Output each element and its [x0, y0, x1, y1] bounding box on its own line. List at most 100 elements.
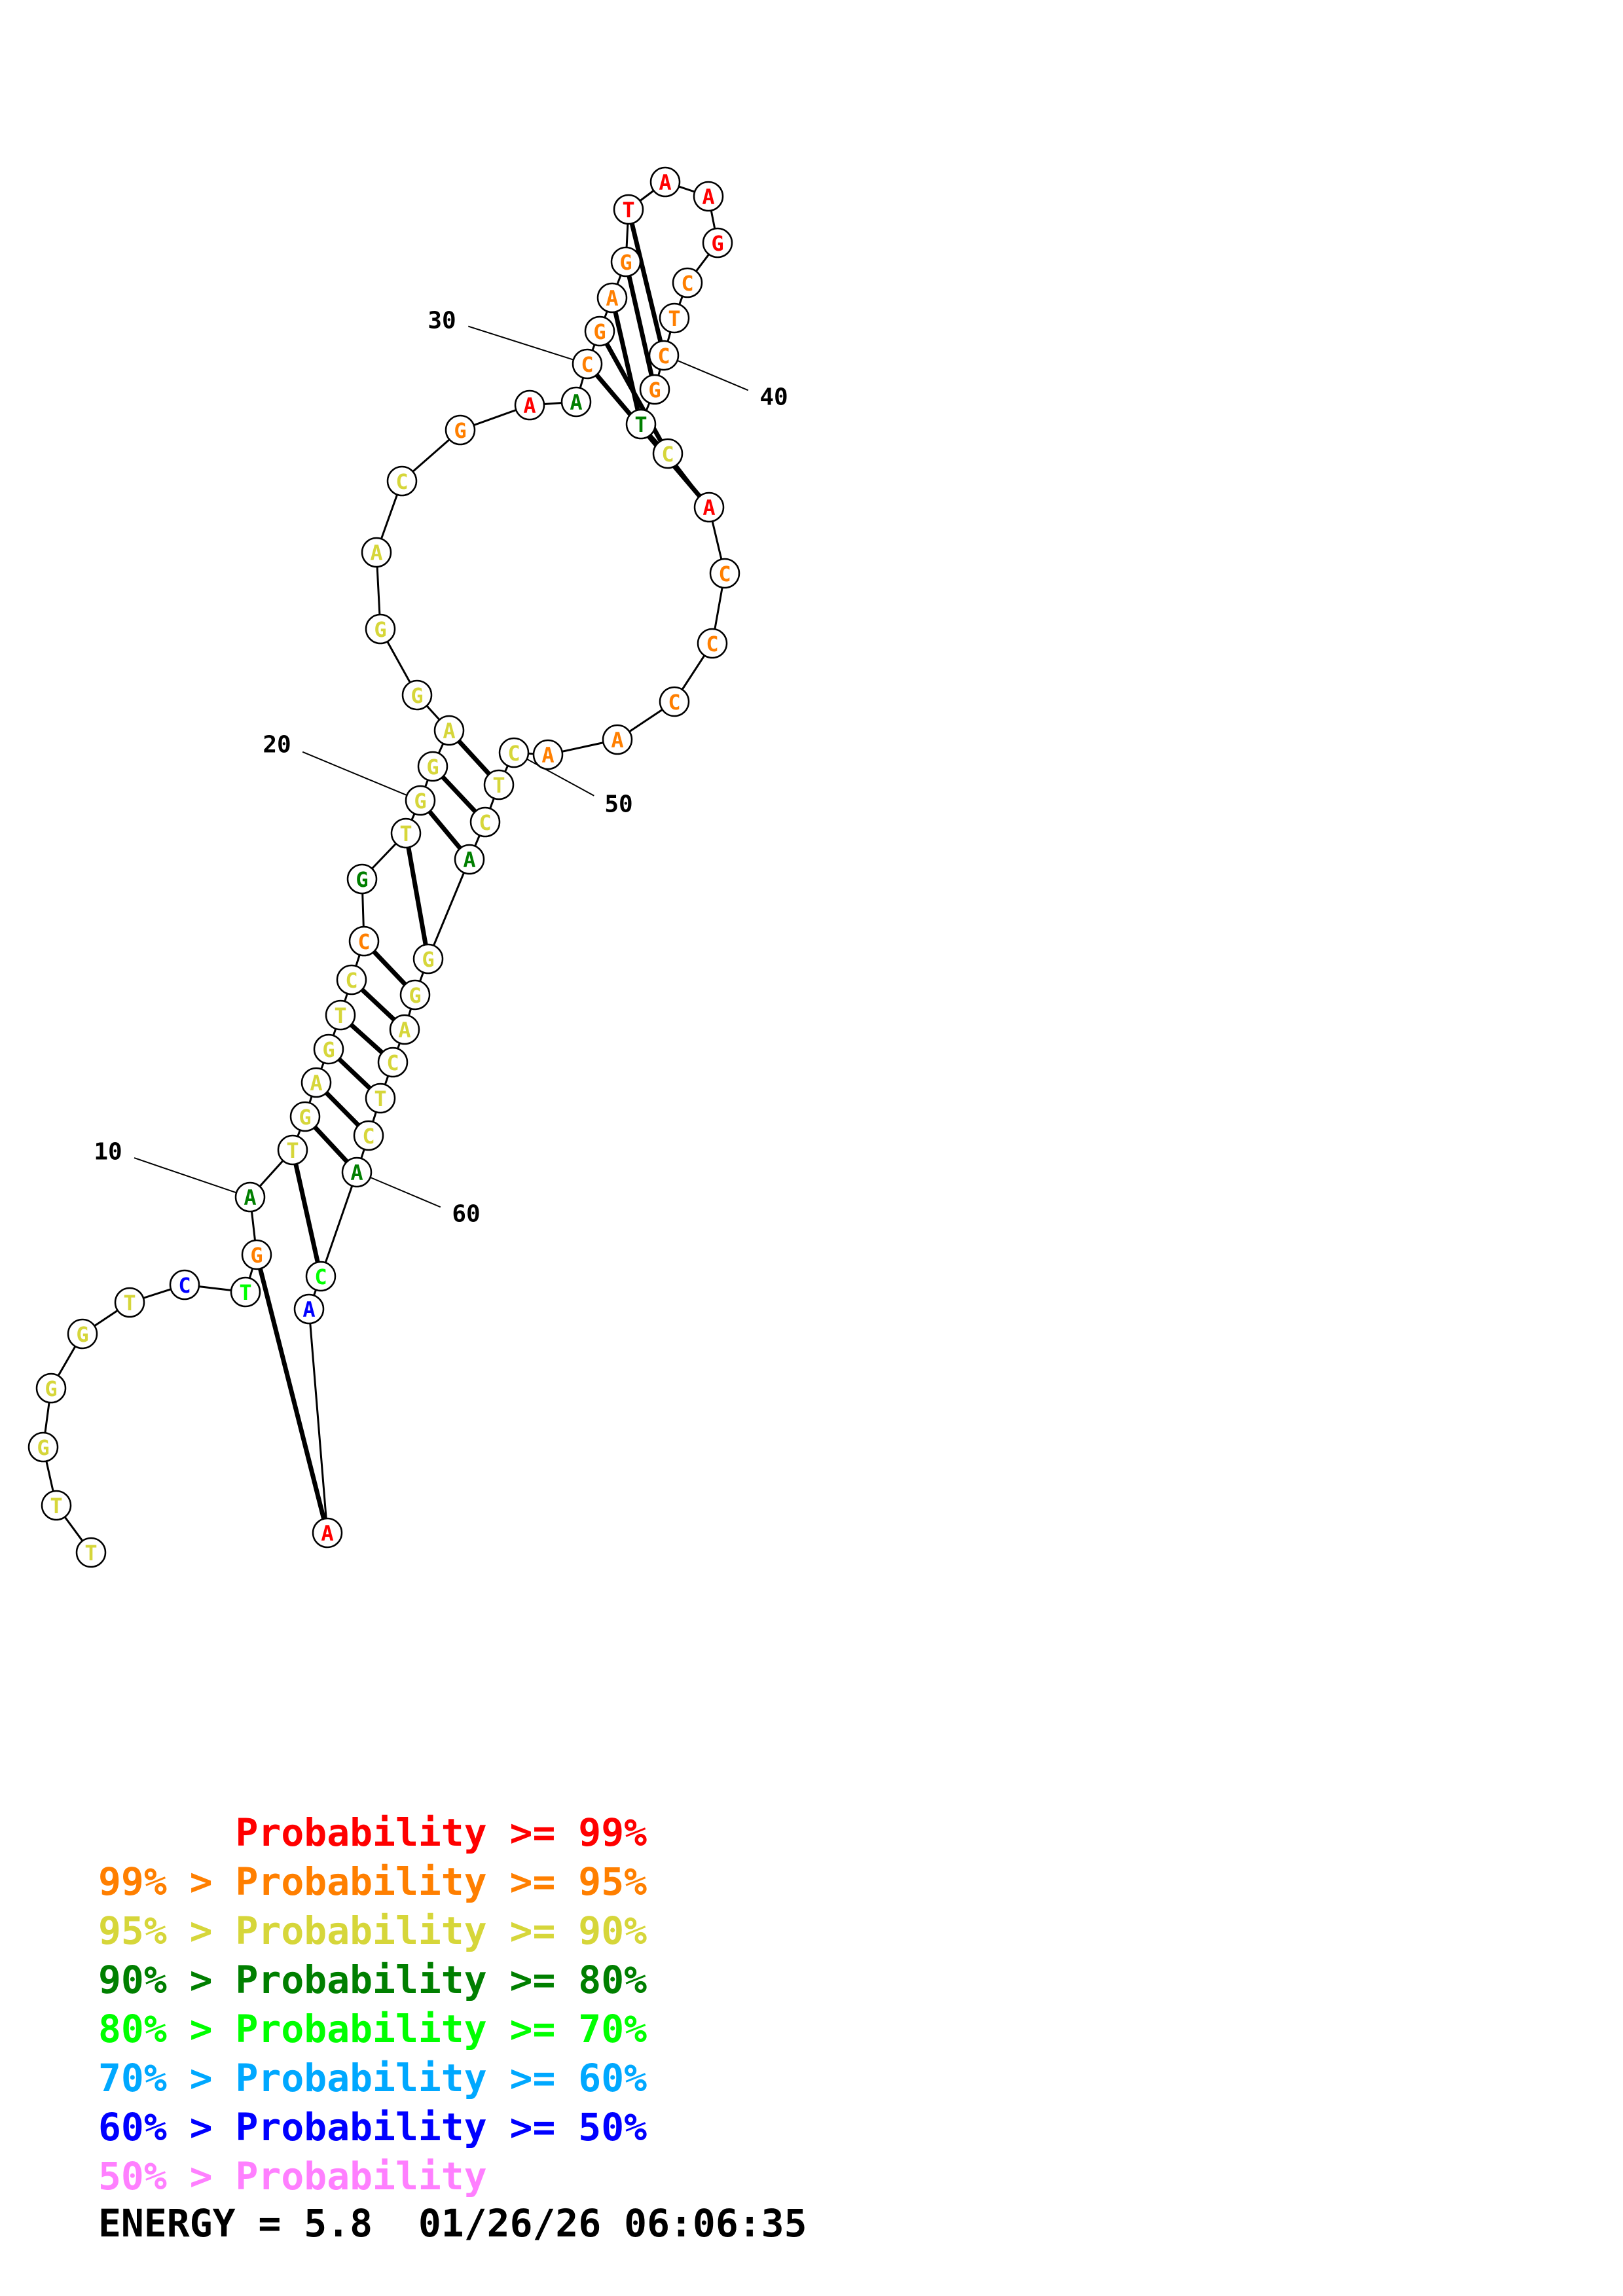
- legend-entry: 99% > Probability >= 95%: [98, 1863, 647, 1901]
- nucleotide-34: T: [613, 194, 644, 225]
- nucleotide-10: A: [234, 1181, 266, 1213]
- nucleotide-circle: [412, 943, 444, 975]
- nucleotide-49: A: [532, 739, 564, 770]
- nucleotide-letter: T: [334, 1003, 346, 1028]
- nucleotide-letter: C: [718, 562, 731, 586]
- nucleotide-letter: A: [570, 390, 582, 415]
- nucleotide-letter: T: [123, 1291, 136, 1316]
- nucleotide-circle: [572, 348, 603, 380]
- nucleotide-circle: [697, 628, 728, 659]
- base-pair-bond: [293, 1163, 320, 1263]
- nucleotide-circle: [709, 558, 740, 589]
- base-pair-bond: [428, 810, 462, 850]
- nucleotide-circle: [610, 246, 642, 278]
- nucleotide-letter: C: [706, 632, 718, 656]
- nucleotide-letter: A: [606, 286, 618, 311]
- nucleotide-letter: T: [399, 821, 412, 846]
- nucleotide-letter: T: [374, 1086, 386, 1111]
- nucleotide-circle: [361, 537, 392, 568]
- nucleotide-circle: [346, 863, 378, 895]
- nucleotide-48: A: [602, 724, 633, 755]
- base-pair-bond: [627, 275, 654, 376]
- nucleotide-41: G: [639, 374, 670, 405]
- nucleotide-letter: C: [657, 344, 670, 368]
- nucleotide-letter: C: [314, 1265, 327, 1289]
- nucleotide-letter: A: [611, 728, 623, 753]
- nucleotide-circle: [469, 806, 501, 838]
- nucleotide-letter: A: [702, 495, 715, 520]
- base-pair-bond: [258, 1268, 326, 1520]
- base-pair-bond: [313, 1125, 349, 1164]
- nucleotide-14: G: [313, 1033, 344, 1065]
- nucleotide-letter: G: [426, 755, 439, 780]
- nucleotide-55: G: [399, 979, 431, 1011]
- nucleotide-51: T: [483, 769, 515, 800]
- nucleotide-letter: G: [299, 1105, 311, 1130]
- nucleotide-19: T: [390, 817, 422, 849]
- nucleotide-46: C: [697, 628, 728, 659]
- nucleotide-30: C: [572, 348, 603, 380]
- legend-prefix: 60% >: [98, 2105, 236, 2149]
- nucleotide-36: A: [693, 181, 724, 212]
- nucleotide-circle: [532, 739, 564, 770]
- nucleotide-letter: A: [443, 719, 455, 744]
- position-label-layer: 10 20 30 40 50 60: [94, 308, 788, 1228]
- nucleotide-circle: [277, 1134, 308, 1166]
- nucleotide-letter: C: [507, 741, 520, 766]
- nucleotide-letter: C: [357, 929, 370, 954]
- legend-prefix: 70% >: [98, 2056, 236, 2100]
- base-pair-bond: [613, 311, 640, 411]
- nucleotide-letter: C: [668, 690, 680, 715]
- nucleotide-circle: [67, 1318, 98, 1350]
- legend-label: Probability >= 70%: [235, 2007, 647, 2051]
- nucleotide-20: G: [405, 785, 436, 816]
- nucleotide-letter: A: [350, 1160, 363, 1185]
- nucleotide-circle: [325, 999, 356, 1031]
- nucleotide-circle: [514, 389, 545, 421]
- position-label-30: 30: [428, 308, 456, 334]
- nucleotide-letter: G: [37, 1435, 49, 1460]
- nucleotide-52: C: [469, 806, 501, 838]
- nucleotide-60: A: [341, 1157, 373, 1188]
- nucleotide-44: A: [693, 492, 725, 523]
- nucleotide-28: A: [514, 389, 545, 421]
- nucleotide-letter: T: [239, 1280, 251, 1305]
- nucleotide-letter: A: [302, 1297, 315, 1322]
- nucleotide-2: T: [41, 1490, 72, 1521]
- legend-label: Probability: [235, 2154, 487, 2198]
- nucleotide-letter: C: [681, 271, 693, 296]
- nucleotide-63: A: [312, 1517, 343, 1549]
- legend-prefix: 90% >: [98, 1958, 236, 2002]
- nucleotide-4: G: [35, 1372, 67, 1404]
- position-label-60: 60: [452, 1201, 480, 1228]
- nucleotide-circle: [386, 465, 418, 497]
- nucleotide-letter: G: [454, 418, 466, 443]
- nucleotide-circle: [399, 979, 431, 1011]
- nucleotide-letter: G: [45, 1376, 57, 1401]
- nucleotide-33: G: [610, 246, 642, 278]
- nucleotide-circle: [35, 1372, 67, 1404]
- nucleotide-circle: [652, 438, 684, 469]
- nucleotide-circle: [498, 737, 530, 768]
- nucleotide-circle: [341, 1157, 373, 1188]
- nucleotide-letter: G: [648, 378, 661, 403]
- nucleotide-circle: [241, 1239, 272, 1270]
- base-pair-bond: [629, 223, 663, 342]
- legend-entry: 90% > Probability >= 80%: [98, 1961, 647, 1999]
- nucleotide-circle: [313, 1033, 344, 1065]
- nucleotide-letter: T: [492, 773, 505, 798]
- nucleotide-letter: G: [410, 683, 423, 708]
- base-pair-bond: [441, 775, 477, 814]
- base-pair-bond: [457, 739, 491, 776]
- nucleotide-43: C: [652, 438, 684, 469]
- nucleotide-62: A: [293, 1293, 325, 1325]
- backbone-segment: [308, 1308, 329, 1534]
- legend-label: Probability >= 99%: [235, 1810, 647, 1855]
- nucleotide-letter: T: [286, 1138, 299, 1163]
- nucleotide-27: G: [445, 414, 476, 446]
- legend-label: Probability >= 60%: [235, 2056, 647, 2100]
- nucleotide-letter: G: [356, 867, 368, 892]
- nucleotide-circle: [693, 492, 725, 523]
- nucleotide-letter: A: [702, 185, 714, 209]
